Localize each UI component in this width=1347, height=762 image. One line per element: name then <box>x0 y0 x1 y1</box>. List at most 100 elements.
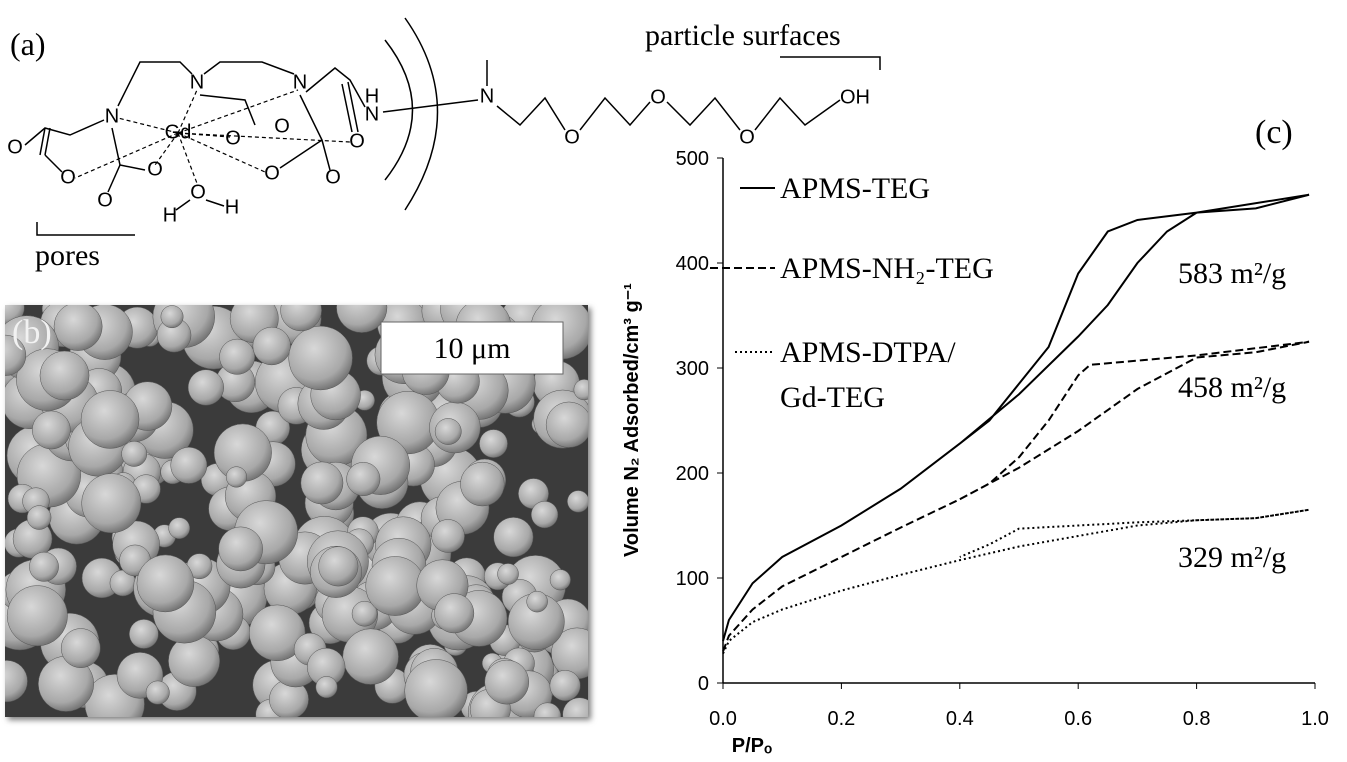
particle <box>434 594 473 633</box>
atom-label: O <box>190 181 206 203</box>
data-line <box>723 510 1309 654</box>
surface-bracket <box>780 57 880 70</box>
particle <box>534 703 561 730</box>
scale-bar-label: 10 μm <box>434 332 511 365</box>
atom-label: O <box>650 86 666 108</box>
particle <box>171 447 207 483</box>
particle <box>29 552 58 581</box>
particle <box>316 676 337 697</box>
y-tick-label: 0 <box>698 673 709 695</box>
particle <box>61 629 100 668</box>
y-tick-label: 300 <box>676 358 709 380</box>
particle <box>54 302 102 350</box>
particle <box>432 519 465 552</box>
legend-label: APMS-DTPA/Gd-TEG <box>780 336 956 414</box>
particle <box>531 501 558 528</box>
atom-label: N <box>190 71 204 93</box>
particle <box>129 619 158 648</box>
figure: (a) NNHNNGdOOOOOOOOHHOONOOOOH <box>0 0 1347 762</box>
particle <box>122 441 147 466</box>
panel-label: (b) <box>12 314 52 351</box>
x-tick-label: 0.8 <box>1183 708 1211 730</box>
atom-label: O <box>97 189 113 211</box>
particle <box>435 418 461 444</box>
particle <box>188 370 224 406</box>
particle <box>219 527 263 571</box>
particle <box>405 659 468 722</box>
atom-label: O <box>147 158 163 180</box>
particle <box>7 586 67 646</box>
atom-label: O <box>225 127 241 149</box>
particle <box>219 339 254 374</box>
surface-area-label: 583 m²/g <box>1178 257 1286 290</box>
particle <box>226 467 247 488</box>
atom-label: N <box>293 71 307 93</box>
particle <box>169 518 190 539</box>
atom-label: O <box>325 166 341 188</box>
particle <box>550 570 570 590</box>
particle <box>40 351 89 400</box>
particle <box>32 411 70 449</box>
x-tick-label: 0.6 <box>1064 708 1092 730</box>
x-tick-label: 0.4 <box>946 708 974 730</box>
atom-label: N <box>480 85 494 107</box>
particle <box>81 390 139 448</box>
panel-label: (c) <box>1255 114 1293 151</box>
particle <box>485 660 529 704</box>
pore-bracket <box>37 222 135 235</box>
particle <box>527 591 548 612</box>
particle <box>574 379 595 400</box>
particle <box>460 462 504 506</box>
particle <box>550 670 581 701</box>
particle <box>281 290 322 331</box>
particle <box>337 282 387 332</box>
atom-label: N <box>365 103 379 125</box>
x-tick-label: 0.0 <box>709 708 737 730</box>
particle <box>137 555 194 612</box>
y-tick-label: 100 <box>676 568 709 590</box>
atom-label: N <box>105 105 119 127</box>
y-tick-label: 200 <box>676 463 709 485</box>
particle <box>253 327 291 365</box>
particle <box>343 629 399 685</box>
pore-label: pores <box>35 239 100 272</box>
particle <box>161 306 183 328</box>
atom-label: O <box>564 126 580 148</box>
particle <box>289 326 353 390</box>
atom-label: O <box>274 115 290 137</box>
particle <box>546 402 592 448</box>
particle <box>82 474 141 533</box>
atom-label: H <box>225 196 239 218</box>
page: (a) NNHNNGdOOOOOOOOHHOONOOOOH <box>0 0 1347 762</box>
surface-label: particle surfaces <box>645 19 841 52</box>
particle <box>301 462 343 504</box>
particle <box>347 462 380 495</box>
x-tick-label: 0.2 <box>827 708 855 730</box>
particle <box>27 506 51 530</box>
particle <box>498 563 519 584</box>
particle <box>567 491 589 513</box>
surface-area-label: 329 m²/g <box>1178 541 1286 574</box>
x-tick-label: 1.0 <box>1301 708 1329 730</box>
particle <box>563 698 597 732</box>
legend-label: APMS-TEG <box>780 172 930 205</box>
atom-label: H <box>163 204 177 226</box>
atom-label: O <box>739 126 755 148</box>
particle <box>168 635 219 686</box>
atom-label: O <box>60 166 76 188</box>
x-axis-label: P/Pₒ <box>732 735 772 757</box>
legend-label: APMS-NH₂-TEG <box>780 252 994 285</box>
particle <box>146 681 169 704</box>
surface-area-label: 458 m²/g <box>1178 371 1286 404</box>
particle <box>479 430 507 458</box>
particle <box>319 547 358 586</box>
y-axis-label: Volume N₂ Adsorbed/cm³ g⁻¹ <box>621 283 643 557</box>
atom-label: Gd <box>165 121 192 143</box>
atom-label: O <box>349 130 365 152</box>
atom-label: OH <box>840 86 870 108</box>
particle <box>366 556 425 615</box>
particle <box>494 517 533 556</box>
panel-label: (a) <box>10 26 46 62</box>
atom-label: O <box>264 162 280 184</box>
